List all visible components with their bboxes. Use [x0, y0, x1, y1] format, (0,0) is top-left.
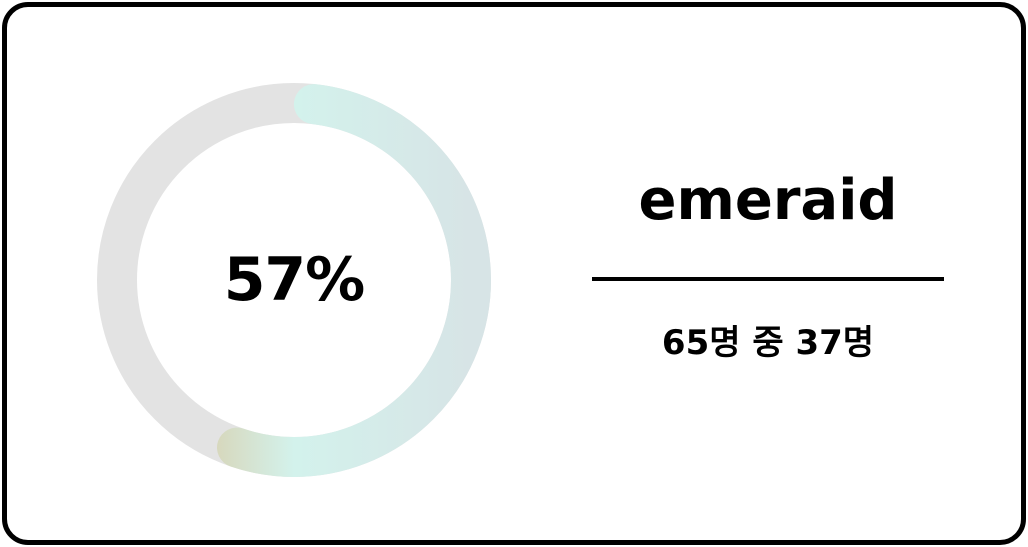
progress-arc [97, 83, 491, 477]
summary-panel: emeraid 65명 중 37명 [592, 157, 944, 365]
progress-percent: 57% [223, 245, 366, 315]
progress-ring-graphic [97, 83, 491, 477]
divider-line [592, 277, 944, 281]
summary-count: 65명 중 37명 [661, 323, 875, 363]
progress-ring: 57% [97, 83, 491, 477]
summary-label: emeraid [638, 168, 898, 233]
